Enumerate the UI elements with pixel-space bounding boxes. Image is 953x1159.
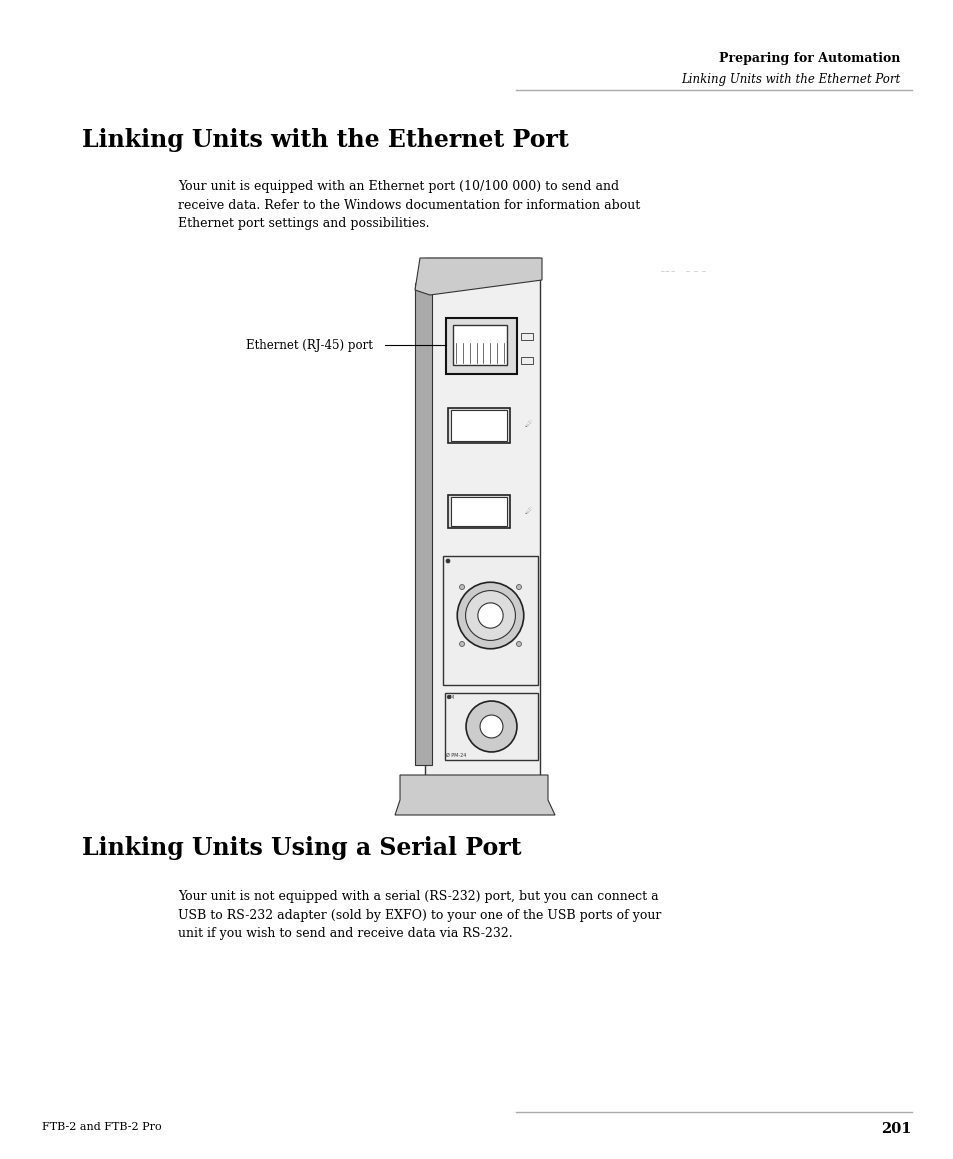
Bar bbox=[520, 333, 533, 340]
Text: Linking Units with the Ethernet Port: Linking Units with the Ethernet Port bbox=[82, 127, 568, 152]
Text: PM: PM bbox=[447, 695, 454, 700]
Text: ☄: ☄ bbox=[523, 506, 531, 516]
Bar bbox=[446, 318, 517, 374]
Text: Your unit is not equipped with a serial (RS-232) port, but you can connect a
USB: Your unit is not equipped with a serial … bbox=[178, 890, 660, 940]
Text: Your unit is equipped with an Ethernet port (10/100 000) to send and
receive dat: Your unit is equipped with an Ethernet p… bbox=[178, 180, 639, 229]
Bar bbox=[520, 357, 533, 364]
Circle shape bbox=[446, 559, 450, 563]
Circle shape bbox=[459, 641, 464, 647]
Bar bbox=[448, 408, 510, 443]
Text: Linking Units with the Ethernet Port: Linking Units with the Ethernet Port bbox=[680, 73, 899, 86]
Text: Linking Units Using a Serial Port: Linking Units Using a Serial Port bbox=[82, 836, 521, 860]
Bar bbox=[448, 495, 510, 529]
Bar bbox=[451, 410, 506, 442]
Text: 201: 201 bbox=[881, 1122, 911, 1136]
Text: Ø PM-24: Ø PM-24 bbox=[446, 753, 466, 758]
Text: FTB-2 and FTB-2 Pro: FTB-2 and FTB-2 Pro bbox=[42, 1122, 161, 1132]
Bar bbox=[415, 283, 432, 765]
Bar bbox=[444, 693, 537, 760]
Text: Ethernet (RJ-45) port: Ethernet (RJ-45) port bbox=[246, 338, 373, 351]
Bar bbox=[451, 497, 506, 526]
Text: Preparing for Automation: Preparing for Automation bbox=[718, 52, 899, 65]
Circle shape bbox=[459, 584, 464, 590]
Polygon shape bbox=[415, 258, 541, 296]
Circle shape bbox=[479, 715, 502, 738]
Circle shape bbox=[466, 701, 517, 752]
Circle shape bbox=[516, 584, 521, 590]
Text: ☄: ☄ bbox=[523, 420, 531, 429]
Bar bbox=[453, 325, 506, 365]
Circle shape bbox=[477, 603, 502, 628]
Bar bbox=[442, 556, 537, 685]
Circle shape bbox=[465, 591, 515, 641]
Circle shape bbox=[516, 641, 521, 647]
Polygon shape bbox=[395, 775, 555, 815]
Circle shape bbox=[456, 582, 523, 649]
Text: _ _ _     _  _  _: _ _ _ _ _ _ bbox=[659, 265, 705, 271]
Bar bbox=[424, 258, 539, 785]
Circle shape bbox=[447, 695, 451, 699]
